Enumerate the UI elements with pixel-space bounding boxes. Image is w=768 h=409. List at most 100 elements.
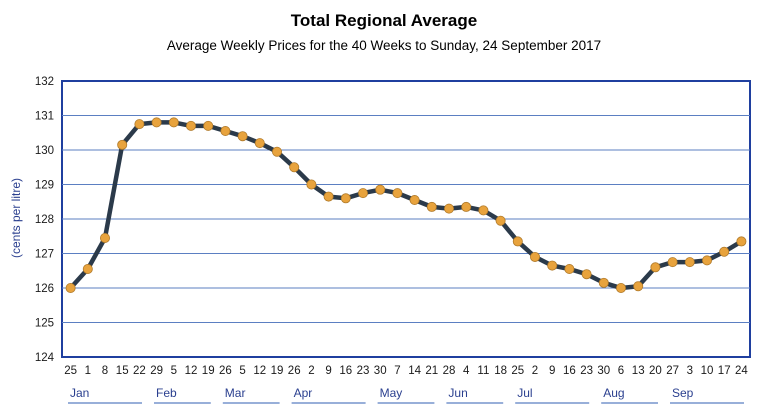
data-point	[478, 205, 489, 216]
data-point	[616, 282, 627, 293]
x-tick-label: 16	[563, 365, 576, 377]
x-tick-label: 23	[580, 365, 593, 377]
data-point	[254, 138, 265, 149]
data-point	[581, 269, 592, 280]
x-tick-label: 13	[632, 365, 645, 377]
data-point	[100, 232, 111, 243]
data-point	[134, 119, 145, 130]
data-point	[443, 203, 454, 214]
data-point	[392, 188, 403, 199]
chart-title: Total Regional Average	[290, 11, 478, 30]
data-point	[306, 179, 317, 190]
x-tick-label: 9	[325, 365, 331, 377]
y-tick-label: 125	[35, 318, 54, 330]
x-tick-label: 6	[618, 365, 624, 377]
data-point	[65, 282, 76, 293]
x-tick-label: 23	[357, 365, 370, 377]
y-tick-label: 126	[35, 283, 54, 295]
x-tick-label: 24	[735, 365, 748, 377]
y-tick-label: 128	[35, 214, 54, 226]
y-tick-label: 129	[35, 180, 54, 192]
x-tick-label: 25	[511, 365, 524, 377]
month-label: Mar	[225, 386, 246, 400]
series-line	[68, 120, 744, 291]
x-tick-label: 30	[374, 365, 387, 377]
data-point	[512, 236, 523, 247]
data-point	[237, 131, 248, 142]
x-tick-label: 19	[271, 365, 284, 377]
data-point	[82, 264, 93, 275]
data-point	[340, 193, 351, 204]
x-tick-label: 1	[85, 365, 91, 377]
data-point	[426, 201, 437, 212]
data-point	[271, 146, 282, 157]
x-tick-label: 18	[494, 365, 507, 377]
data-point	[530, 251, 541, 262]
x-tick-label: 11	[477, 365, 489, 377]
x-tick-label: 14	[408, 365, 421, 377]
y-tick-label: 124	[35, 352, 55, 364]
data-point	[357, 188, 368, 199]
data-point	[409, 195, 420, 206]
x-tick-label: 27	[666, 365, 679, 377]
month-label: Sep	[672, 386, 694, 400]
data-point	[323, 191, 334, 202]
data-point	[151, 117, 162, 128]
x-tick-label: 5	[239, 365, 245, 377]
x-tick-label: 17	[718, 365, 731, 377]
data-point	[220, 126, 231, 137]
data-point	[375, 184, 386, 195]
data-point	[564, 264, 575, 275]
chart-subtitle: Average Weekly Prices for the 40 Weeks t…	[166, 38, 602, 53]
data-point	[289, 162, 300, 173]
month-label: May	[380, 386, 403, 400]
data-point	[702, 255, 713, 266]
x-tick-label: 16	[339, 365, 352, 377]
x-tick-label: 30	[597, 365, 610, 377]
x-tick-label: 7	[394, 365, 400, 377]
month-label: Jan	[70, 386, 89, 400]
y-tick-label: 131	[35, 111, 54, 123]
x-tick-label: 10	[701, 365, 714, 377]
y-tick-label: 130	[35, 145, 54, 157]
data-point	[117, 139, 128, 150]
x-tick-label: 26	[288, 365, 301, 377]
data-point	[461, 201, 472, 212]
x-tick-label: 2	[532, 365, 538, 377]
data-point	[719, 246, 730, 257]
data-point	[495, 215, 506, 226]
x-tick-label: 2	[308, 365, 314, 377]
x-tick-label: 28	[443, 365, 456, 377]
x-tick-label: 29	[150, 365, 163, 377]
x-tick-label: 21	[425, 365, 438, 377]
x-tick-label: 15	[116, 365, 129, 377]
data-point	[667, 257, 678, 268]
month-label: Jul	[517, 386, 532, 400]
y-axis-label: (cents per litre)	[9, 178, 23, 258]
x-tick-label: 12	[253, 365, 266, 377]
x-tick-label: 3	[687, 365, 693, 377]
x-tick-label: 8	[102, 365, 108, 377]
x-tick-label: 9	[549, 365, 555, 377]
month-label: Jun	[448, 386, 467, 400]
y-tick-label: 127	[35, 249, 54, 261]
month-label: Apr	[294, 386, 313, 400]
month-label: Feb	[156, 386, 177, 400]
x-tick-label: 26	[219, 365, 232, 377]
x-tick-label: 20	[649, 365, 662, 377]
data-point	[650, 262, 661, 273]
data-point	[168, 117, 179, 128]
data-point	[684, 257, 695, 268]
data-point	[736, 236, 747, 247]
data-point	[203, 120, 214, 131]
data-point	[633, 281, 644, 292]
data-point	[547, 260, 558, 271]
data-point	[598, 277, 609, 288]
x-tick-label: 12	[185, 365, 198, 377]
month-label: Aug	[603, 386, 624, 400]
x-tick-label: 5	[171, 365, 177, 377]
y-tick-label: 132	[35, 76, 54, 88]
x-tick-label: 4	[463, 365, 470, 377]
x-tick-label: 19	[202, 365, 215, 377]
data-point	[185, 120, 196, 131]
